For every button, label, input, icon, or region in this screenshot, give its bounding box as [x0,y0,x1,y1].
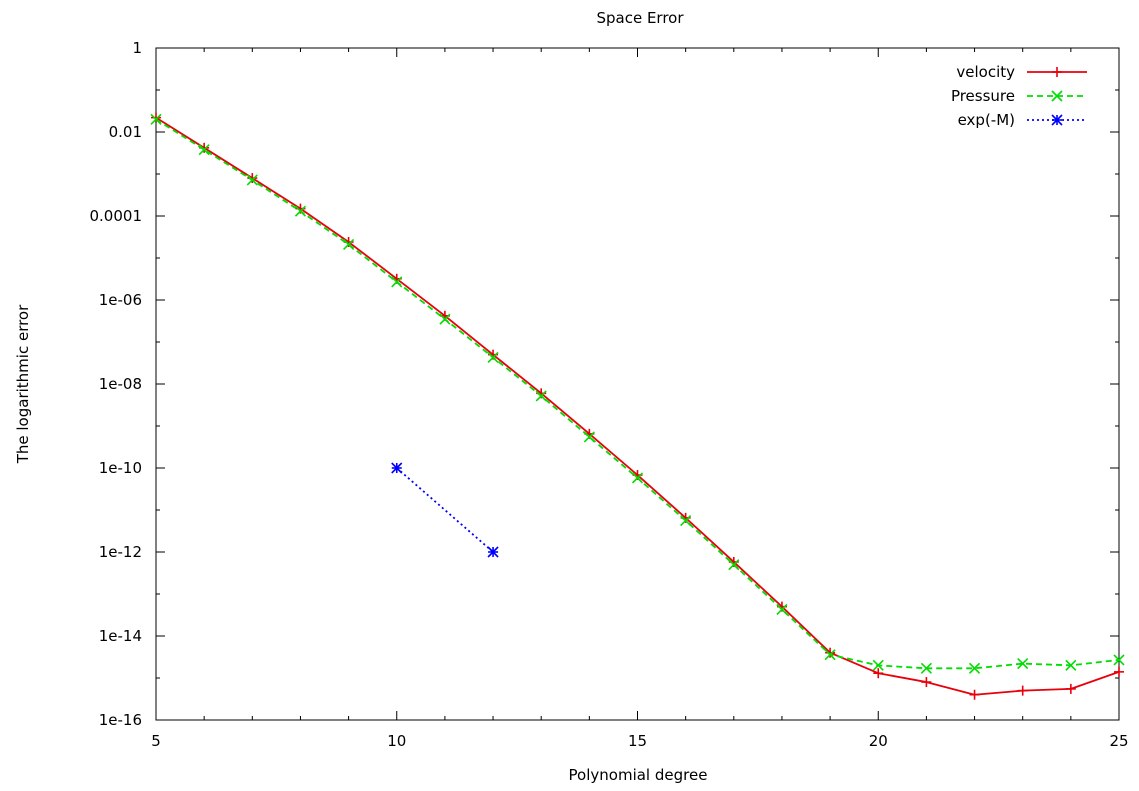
chart-title: Space Error [596,9,684,27]
legend: velocity Pressure exp(-M) [951,63,1087,129]
data-point-marker [1052,67,1062,77]
data-point-marker [776,603,788,615]
data-point-marker [824,649,836,661]
x-tick-label: 20 [869,732,888,750]
legend-label: Pressure [951,87,1015,105]
x-tick-label: 10 [387,732,406,750]
data-point-marker [487,546,499,558]
data-point-marker [439,313,451,325]
series-plus [151,112,1124,700]
series-cross [150,113,1125,674]
data-point-marker [535,390,547,402]
y-tick-label: 0.0001 [90,207,143,225]
y-tick-label: 1 [132,39,142,57]
data-point-marker [728,559,740,571]
data-point-marker [198,144,210,156]
data-point-marker [921,677,932,688]
y-tick-label: 1e-10 [99,459,142,477]
data-point-marker [631,472,644,484]
y-tick-label: 0.01 [109,123,142,141]
y-axis-title: The logarithmic error [14,304,32,464]
data-point-marker [968,662,981,674]
data-point-marker [969,689,980,700]
legend-label: velocity [956,63,1015,81]
data-point-marker [873,668,884,679]
series-line [396,467,494,553]
legend-entry: exp(-M) [958,111,1087,129]
legend-entry: Pressure [951,87,1087,105]
x-axis-title: Polynomial degree [569,766,708,784]
y-tick-label: 1e-16 [99,711,142,729]
data-point-marker [391,462,403,474]
data-point-marker [1065,659,1077,671]
series-star [391,462,499,558]
data-point-marker [1017,658,1029,670]
data-point-marker [583,431,595,443]
data-point-marker [150,113,162,125]
data-point-marker [343,238,355,251]
data-point-marker [1113,654,1125,666]
y-tick-label: 1e-12 [99,543,142,561]
data-point-marker [872,659,884,671]
y-tick-label: 1e-06 [99,291,142,309]
x-tick-label: 15 [628,732,647,750]
data-point-marker [1051,90,1063,102]
data-point-marker [294,205,307,217]
data-point-marker [247,173,258,184]
ticks: 5 10 15 20 25 1e-16 1e-14 1e-12 1e-10 1e-08 1e-06 0… [90,39,1129,750]
data-point-marker [680,515,692,527]
series-layer [150,112,1125,700]
data-point-marker [1114,666,1124,677]
data-point-marker [151,112,161,123]
x-tick-label: 5 [151,732,161,750]
data-point-marker [487,351,499,363]
data-point-marker [825,647,836,658]
data-point-marker [246,174,258,186]
data-point-marker [1051,114,1063,126]
data-point-marker [1017,685,1028,696]
y-tick-label: 1e-14 [99,627,142,645]
x-tick-label: 25 [1109,732,1128,750]
legend-label: exp(-M) [958,111,1015,129]
legend-entry: velocity [956,63,1087,81]
data-point-marker [920,662,932,674]
y-tick-label: 1e-08 [99,375,142,393]
data-point-marker [391,276,403,288]
data-point-marker [1065,683,1076,694]
